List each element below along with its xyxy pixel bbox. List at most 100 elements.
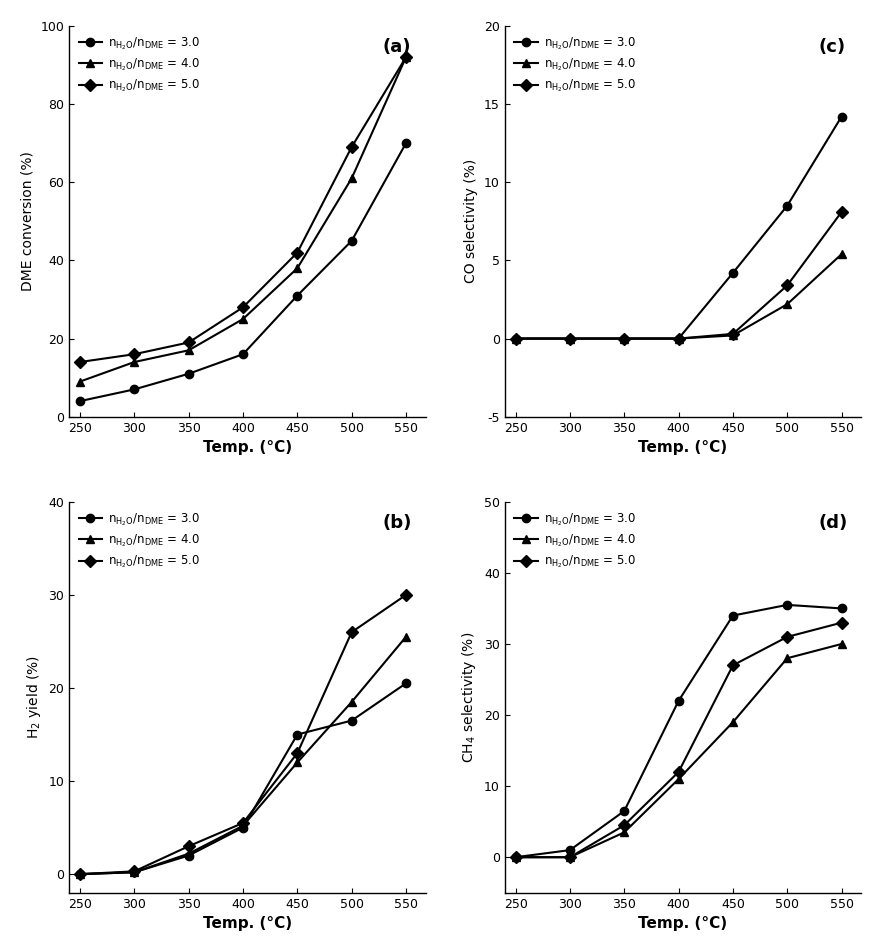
$\mathregular{n_{H_2O}/n_{DME}}$ = 5.0 <box>511 333 521 345</box>
$\mathregular{n_{H_2O}/n_{DME}}$ = 3.0 <box>564 844 575 856</box>
Text: (d): (d) <box>818 513 848 531</box>
$\mathregular{n_{H_2O}/n_{DME}}$ = 5.0 <box>129 865 139 877</box>
$\mathregular{n_{H_2O}/n_{DME}}$ = 5.0 <box>673 766 684 778</box>
$\mathregular{n_{H_2O}/n_{DME}}$ = 5.0 <box>564 333 575 345</box>
$\mathregular{n_{H_2O}/n_{DME}}$ = 3.0 <box>511 333 521 345</box>
$\mathregular{n_{H_2O}/n_{DME}}$ = 4.0 <box>728 329 738 341</box>
Line: $\mathregular{n_{H_2O}/n_{DME}}$ = 4.0: $\mathregular{n_{H_2O}/n_{DME}}$ = 4.0 <box>76 53 410 386</box>
Line: $\mathregular{n_{H_2O}/n_{DME}}$ = 3.0: $\mathregular{n_{H_2O}/n_{DME}}$ = 3.0 <box>76 679 410 879</box>
$\mathregular{n_{H_2O}/n_{DME}}$ = 4.0 <box>564 333 575 345</box>
$\mathregular{n_{H_2O}/n_{DME}}$ = 3.0 <box>782 599 793 610</box>
Text: (b): (b) <box>383 513 412 531</box>
$\mathregular{n_{H_2O}/n_{DME}}$ = 3.0 <box>75 395 86 407</box>
$\mathregular{n_{H_2O}/n_{DME}}$ = 5.0 <box>400 589 411 601</box>
$\mathregular{n_{H_2O}/n_{DME}}$ = 3.0 <box>183 850 194 862</box>
Legend: $\mathregular{n_{H_2O}/n_{DME}}$ = 3.0, $\mathregular{n_{H_2O}/n_{DME}}$ = 4.0, : $\mathregular{n_{H_2O}/n_{DME}}$ = 3.0, … <box>75 507 204 574</box>
$\mathregular{n_{H_2O}/n_{DME}}$ = 3.0 <box>619 805 630 817</box>
$\mathregular{n_{H_2O}/n_{DME}}$ = 5.0 <box>728 660 738 671</box>
$\mathregular{n_{H_2O}/n_{DME}}$ = 4.0 <box>238 820 249 831</box>
$\mathregular{n_{H_2O}/n_{DME}}$ = 4.0 <box>836 638 847 649</box>
$\mathregular{n_{H_2O}/n_{DME}}$ = 3.0 <box>564 333 575 345</box>
$\mathregular{n_{H_2O}/n_{DME}}$ = 5.0 <box>292 247 303 258</box>
$\mathregular{n_{H_2O}/n_{DME}}$ = 4.0 <box>619 826 630 838</box>
$\mathregular{n_{H_2O}/n_{DME}}$ = 5.0 <box>673 333 684 345</box>
$\mathregular{n_{H_2O}/n_{DME}}$ = 5.0 <box>782 631 793 643</box>
Y-axis label: H$_2$ yield (%): H$_2$ yield (%) <box>25 655 43 740</box>
$\mathregular{n_{H_2O}/n_{DME}}$ = 5.0 <box>511 851 521 863</box>
$\mathregular{n_{H_2O}/n_{DME}}$ = 5.0 <box>619 820 630 831</box>
$\mathregular{n_{H_2O}/n_{DME}}$ = 5.0 <box>75 356 86 367</box>
$\mathregular{n_{H_2O}/n_{DME}}$ = 5.0 <box>619 333 630 345</box>
$\mathregular{n_{H_2O}/n_{DME}}$ = 5.0 <box>238 302 249 313</box>
$\mathregular{n_{H_2O}/n_{DME}}$ = 4.0 <box>129 356 139 367</box>
$\mathregular{n_{H_2O}/n_{DME}}$ = 5.0 <box>782 280 793 291</box>
$\mathregular{n_{H_2O}/n_{DME}}$ = 5.0 <box>564 851 575 863</box>
$\mathregular{n_{H_2O}/n_{DME}}$ = 3.0 <box>183 368 194 380</box>
$\mathregular{n_{H_2O}/n_{DME}}$ = 5.0 <box>836 617 847 628</box>
$\mathregular{n_{H_2O}/n_{DME}}$ = 3.0 <box>347 715 357 726</box>
$\mathregular{n_{H_2O}/n_{DME}}$ = 4.0 <box>511 333 521 345</box>
$\mathregular{n_{H_2O}/n_{DME}}$ = 3.0 <box>75 868 86 880</box>
$\mathregular{n_{H_2O}/n_{DME}}$ = 4.0 <box>619 333 630 345</box>
$\mathregular{n_{H_2O}/n_{DME}}$ = 3.0 <box>129 384 139 395</box>
$\mathregular{n_{H_2O}/n_{DME}}$ = 3.0 <box>292 729 303 741</box>
$\mathregular{n_{H_2O}/n_{DME}}$ = 5.0 <box>292 747 303 759</box>
$\mathregular{n_{H_2O}/n_{DME}}$ = 4.0 <box>347 172 357 184</box>
$\mathregular{n_{H_2O}/n_{DME}}$ = 4.0 <box>75 376 86 387</box>
Line: $\mathregular{n_{H_2O}/n_{DME}}$ = 4.0: $\mathregular{n_{H_2O}/n_{DME}}$ = 4.0 <box>512 640 846 862</box>
Line: $\mathregular{n_{H_2O}/n_{DME}}$ = 5.0: $\mathregular{n_{H_2O}/n_{DME}}$ = 5.0 <box>512 619 846 862</box>
$\mathregular{n_{H_2O}/n_{DME}}$ = 3.0 <box>238 348 249 360</box>
$\mathregular{n_{H_2O}/n_{DME}}$ = 5.0 <box>183 337 194 348</box>
$\mathregular{n_{H_2O}/n_{DME}}$ = 5.0 <box>347 626 357 638</box>
$\mathregular{n_{H_2O}/n_{DME}}$ = 4.0 <box>728 717 738 728</box>
Line: $\mathregular{n_{H_2O}/n_{DME}}$ = 3.0: $\mathregular{n_{H_2O}/n_{DME}}$ = 3.0 <box>512 112 846 343</box>
Line: $\mathregular{n_{H_2O}/n_{DME}}$ = 4.0: $\mathregular{n_{H_2O}/n_{DME}}$ = 4.0 <box>512 250 846 343</box>
X-axis label: Temp. (°C): Temp. (°C) <box>639 440 728 455</box>
$\mathregular{n_{H_2O}/n_{DME}}$ = 4.0 <box>292 263 303 274</box>
$\mathregular{n_{H_2O}/n_{DME}}$ = 4.0 <box>400 51 411 63</box>
$\mathregular{n_{H_2O}/n_{DME}}$ = 3.0 <box>511 851 521 863</box>
Legend: $\mathregular{n_{H_2O}/n_{DME}}$ = 3.0, $\mathregular{n_{H_2O}/n_{DME}}$ = 4.0, : $\mathregular{n_{H_2O}/n_{DME}}$ = 3.0, … <box>511 31 639 98</box>
$\mathregular{n_{H_2O}/n_{DME}}$ = 5.0 <box>183 841 194 852</box>
$\mathregular{n_{H_2O}/n_{DME}}$ = 4.0 <box>183 345 194 356</box>
$\mathregular{n_{H_2O}/n_{DME}}$ = 3.0 <box>673 695 684 706</box>
$\mathregular{n_{H_2O}/n_{DME}}$ = 3.0 <box>400 137 411 149</box>
$\mathregular{n_{H_2O}/n_{DME}}$ = 4.0 <box>129 866 139 878</box>
X-axis label: Temp. (°C): Temp. (°C) <box>203 440 292 455</box>
$\mathregular{n_{H_2O}/n_{DME}}$ = 4.0 <box>836 248 847 260</box>
$\mathregular{n_{H_2O}/n_{DME}}$ = 5.0 <box>129 348 139 360</box>
$\mathregular{n_{H_2O}/n_{DME}}$ = 3.0 <box>238 822 249 833</box>
$\mathregular{n_{H_2O}/n_{DME}}$ = 3.0 <box>619 333 630 345</box>
Text: (a): (a) <box>383 37 411 55</box>
X-axis label: Temp. (°C): Temp. (°C) <box>203 916 292 931</box>
$\mathregular{n_{H_2O}/n_{DME}}$ = 3.0 <box>129 866 139 878</box>
$\mathregular{n_{H_2O}/n_{DME}}$ = 4.0 <box>183 848 194 860</box>
Y-axis label: CH$_4$ selectivity (%): CH$_4$ selectivity (%) <box>460 632 478 763</box>
$\mathregular{n_{H_2O}/n_{DME}}$ = 3.0 <box>347 235 357 247</box>
Line: $\mathregular{n_{H_2O}/n_{DME}}$ = 5.0: $\mathregular{n_{H_2O}/n_{DME}}$ = 5.0 <box>76 591 410 879</box>
$\mathregular{n_{H_2O}/n_{DME}}$ = 4.0 <box>673 333 684 345</box>
$\mathregular{n_{H_2O}/n_{DME}}$ = 4.0 <box>782 652 793 664</box>
$\mathregular{n_{H_2O}/n_{DME}}$ = 4.0 <box>782 299 793 310</box>
Y-axis label: DME conversion (%): DME conversion (%) <box>21 151 34 291</box>
$\mathregular{n_{H_2O}/n_{DME}}$ = 3.0 <box>782 200 793 211</box>
$\mathregular{n_{H_2O}/n_{DME}}$ = 3.0 <box>728 268 738 279</box>
Line: $\mathregular{n_{H_2O}/n_{DME}}$ = 4.0: $\mathregular{n_{H_2O}/n_{DME}}$ = 4.0 <box>76 633 410 879</box>
$\mathregular{n_{H_2O}/n_{DME}}$ = 4.0 <box>238 313 249 325</box>
$\mathregular{n_{H_2O}/n_{DME}}$ = 4.0 <box>75 868 86 880</box>
Y-axis label: CO selectivity (%): CO selectivity (%) <box>465 159 478 284</box>
$\mathregular{n_{H_2O}/n_{DME}}$ = 3.0 <box>836 603 847 614</box>
$\mathregular{n_{H_2O}/n_{DME}}$ = 3.0 <box>728 610 738 622</box>
Legend: $\mathregular{n_{H_2O}/n_{DME}}$ = 3.0, $\mathregular{n_{H_2O}/n_{DME}}$ = 4.0, : $\mathregular{n_{H_2O}/n_{DME}}$ = 3.0, … <box>511 507 639 574</box>
$\mathregular{n_{H_2O}/n_{DME}}$ = 3.0 <box>292 289 303 301</box>
$\mathregular{n_{H_2O}/n_{DME}}$ = 4.0 <box>400 631 411 643</box>
X-axis label: Temp. (°C): Temp. (°C) <box>639 916 728 931</box>
$\mathregular{n_{H_2O}/n_{DME}}$ = 5.0 <box>836 207 847 218</box>
$\mathregular{n_{H_2O}/n_{DME}}$ = 4.0 <box>511 851 521 863</box>
Legend: $\mathregular{n_{H_2O}/n_{DME}}$ = 3.0, $\mathregular{n_{H_2O}/n_{DME}}$ = 4.0, : $\mathregular{n_{H_2O}/n_{DME}}$ = 3.0, … <box>75 31 204 98</box>
$\mathregular{n_{H_2O}/n_{DME}}$ = 3.0 <box>673 333 684 345</box>
$\mathregular{n_{H_2O}/n_{DME}}$ = 5.0 <box>238 817 249 828</box>
Line: $\mathregular{n_{H_2O}/n_{DME}}$ = 5.0: $\mathregular{n_{H_2O}/n_{DME}}$ = 5.0 <box>512 208 846 343</box>
$\mathregular{n_{H_2O}/n_{DME}}$ = 4.0 <box>564 851 575 863</box>
$\mathregular{n_{H_2O}/n_{DME}}$ = 4.0 <box>347 696 357 707</box>
